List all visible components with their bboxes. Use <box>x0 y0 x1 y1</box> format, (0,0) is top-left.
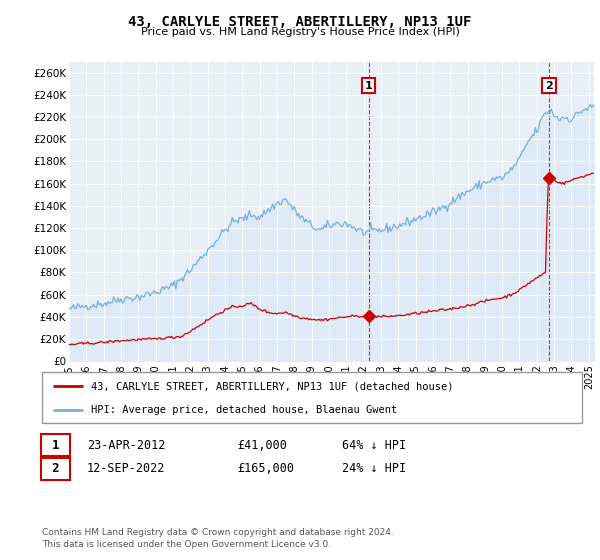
Text: HPI: Average price, detached house, Blaenau Gwent: HPI: Average price, detached house, Blae… <box>91 405 397 415</box>
Text: 1: 1 <box>365 81 373 91</box>
Text: 43, CARLYLE STREET, ABERTILLERY, NP13 1UF (detached house): 43, CARLYLE STREET, ABERTILLERY, NP13 1U… <box>91 381 453 391</box>
Text: 23-APR-2012: 23-APR-2012 <box>87 438 166 452</box>
Text: Contains HM Land Registry data © Crown copyright and database right 2024.
This d: Contains HM Land Registry data © Crown c… <box>42 528 394 549</box>
Text: £165,000: £165,000 <box>237 462 294 475</box>
Text: 43, CARLYLE STREET, ABERTILLERY, NP13 1UF: 43, CARLYLE STREET, ABERTILLERY, NP13 1U… <box>128 15 472 29</box>
Text: £41,000: £41,000 <box>237 438 287 452</box>
FancyBboxPatch shape <box>42 372 582 423</box>
Text: 24% ↓ HPI: 24% ↓ HPI <box>342 462 406 475</box>
Text: 12-SEP-2022: 12-SEP-2022 <box>87 462 166 475</box>
Text: 2: 2 <box>52 462 59 475</box>
Text: Price paid vs. HM Land Registry's House Price Index (HPI): Price paid vs. HM Land Registry's House … <box>140 27 460 38</box>
Text: 1: 1 <box>52 438 59 452</box>
Text: 2: 2 <box>545 81 553 91</box>
Text: 64% ↓ HPI: 64% ↓ HPI <box>342 438 406 452</box>
